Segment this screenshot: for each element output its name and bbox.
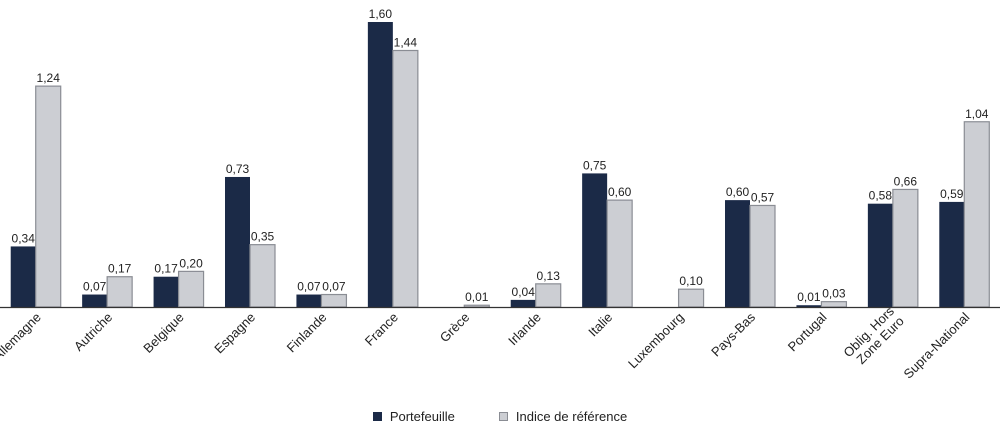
- data-label-indice-de-reference-luxembourg: 0,10: [679, 274, 703, 288]
- bar-indice-de-reference-supra-national: [963, 121, 990, 308]
- bar-portefeuille-allemagne: [10, 246, 36, 307]
- data-label-indice-de-reference-espagne: 0,35: [251, 230, 275, 244]
- data-label-indice-de-reference-finlande: 0,07: [322, 280, 346, 294]
- tick-label-grece: Grèce: [437, 310, 473, 346]
- tick-label-italie: Italie: [585, 310, 615, 340]
- bar-portefeuille-france: [367, 22, 393, 307]
- tick-label-portugal: Portugal: [785, 309, 830, 354]
- bar-portefeuille-finlande: [296, 294, 322, 307]
- data-label-indice-de-reference-autriche: 0,17: [108, 262, 132, 276]
- legend-item-indice: Indice de référence: [498, 409, 628, 424]
- bar-portefeuille-italie: [582, 173, 608, 307]
- tick-label-france: France: [362, 310, 401, 349]
- tick-label-autriche: Autriche: [71, 310, 115, 354]
- tick-label-irlande: Irlande: [505, 310, 544, 349]
- data-label-indice-de-reference-belgique: 0,20: [179, 256, 203, 270]
- bar-indice-de-reference-pays-bas: [749, 204, 776, 308]
- data-label-portefeuille-belgique: 0,17: [154, 262, 178, 276]
- data-label-portefeuille-espagne: 0,73: [226, 162, 250, 176]
- legend: Portefeuille Indice de référence: [0, 409, 1000, 424]
- tick-label-belgique: Belgique: [140, 310, 186, 356]
- tick-label-allemagne: Allemagne: [0, 310, 44, 364]
- legend-label-indice: Indice de référence: [515, 409, 628, 424]
- bar-indice-de-reference-oblig-hors-zone-euro: [892, 188, 919, 308]
- bar-portefeuille-belgique: [153, 276, 179, 307]
- data-label-portefeuille-france: 1,60: [369, 7, 393, 21]
- data-label-portefeuille-autriche: 0,07: [83, 280, 107, 294]
- data-label-indice-de-reference-supra-national: 1,04: [965, 107, 989, 121]
- data-label-indice-de-reference-pays-bas: 0,57: [751, 190, 775, 204]
- category-tick-labels: Allemagne Autriche Belgique Espagne Finlande…: [0, 303, 972, 381]
- data-label-portefeuille-supra-national: 0,59: [940, 187, 964, 201]
- data-label-portefeuille-italie: 0,75: [583, 158, 607, 172]
- bar-indice-de-reference-irlande: [535, 283, 562, 308]
- data-labels: 0,341,240,070,17 0,17 0,200,730,350,07 0,07…: [12, 7, 989, 304]
- bar-indice-de-reference-grece: [463, 304, 490, 308]
- data-label-portefeuille-irlande: 0,04: [512, 285, 536, 299]
- data-label-portefeuille-allemagne: 0,34: [12, 231, 36, 245]
- bar-indice-de-reference-espagne: [249, 244, 276, 308]
- bar-indice-de-reference-luxembourg: [677, 288, 705, 308]
- bar-indice-de-reference-italie: [606, 199, 633, 308]
- tick-label-finlande: Finlande: [284, 310, 330, 356]
- data-label-indice-de-reference-grece: 0,01: [465, 290, 489, 304]
- bar-indice-de-reference-france: [392, 49, 419, 308]
- bar-indice-de-reference-portugal: [820, 301, 848, 308]
- bar-portefeuille-pays-bas: [725, 200, 750, 307]
- bars: [10, 22, 990, 308]
- data-label-portefeuille-oblig-hors-zone-euro: 0,58: [869, 189, 893, 203]
- tick-label-oblig-hors-zone-euro: Oblig. HorsZone Euro: [840, 303, 907, 370]
- data-label-indice-de-reference-allemagne: 1,24: [37, 71, 61, 85]
- legend-label-portefeuille: Portefeuille: [389, 409, 455, 424]
- data-label-indice-de-reference-italie: 0,60: [608, 185, 632, 199]
- tick-label-espagne: Espagne: [211, 310, 258, 357]
- data-label-indice-de-reference-france: 1,44: [394, 36, 418, 50]
- data-label-indice-de-reference-irlande: 0,13: [537, 269, 561, 283]
- bar-indice-de-reference-allemagne: [35, 85, 62, 308]
- bar-portefeuille-portugal: [796, 305, 822, 307]
- legend-swatch-portefeuille: [372, 412, 382, 421]
- data-label-indice-de-reference-portugal: 0,03: [822, 287, 846, 301]
- tick-label-supra-national: Supra-National: [900, 309, 972, 381]
- tick-label-pays-bas: Pays-Bas: [708, 309, 758, 359]
- bar-indice-de-reference-finlande: [320, 293, 348, 308]
- bar-portefeuille-autriche: [82, 294, 108, 307]
- bar-indice-de-reference-belgique: [177, 270, 205, 308]
- tick-label-luxembourg: Luxembourg: [625, 310, 687, 372]
- legend-swatch-indice: [498, 412, 508, 421]
- bar-portefeuille-espagne: [225, 176, 250, 307]
- data-label-portefeuille-pays-bas: 0,60: [726, 185, 750, 199]
- data-label-portefeuille-finlande: 0,07: [297, 280, 321, 294]
- legend-item-portefeuille: Portefeuille: [372, 409, 455, 424]
- bar-portefeuille-irlande: [510, 299, 536, 307]
- bar-indice-de-reference-autriche: [106, 276, 133, 308]
- bar-portefeuille-oblig-hors-zone-euro: [867, 203, 893, 307]
- data-label-portefeuille-portugal: 0,01: [797, 290, 821, 304]
- data-label-indice-de-reference-oblig-hors-zone-euro: 0,66: [894, 174, 918, 188]
- bar-portefeuille-supra-national: [939, 201, 965, 307]
